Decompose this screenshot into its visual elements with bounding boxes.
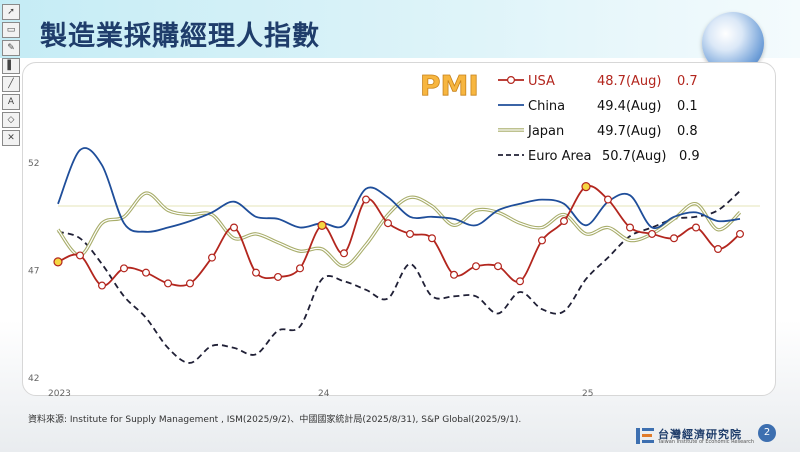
usa-data-point [713, 245, 722, 254]
exit-icon[interactable]: ✕ [2, 130, 20, 146]
chart-title: PMI [420, 69, 479, 102]
legend-label-japan: Japan [527, 124, 564, 139]
usa-data-point [406, 229, 415, 238]
org-logo: 台灣經濟研究院 Taiwan Institute of Economic Res… [636, 426, 758, 448]
series-line-euro-area [57, 190, 741, 364]
legend-change-euro-area: 0.9 [679, 149, 700, 164]
legend-value-euro-area: 50.7(Aug) [602, 149, 666, 164]
org-logo-icon [636, 428, 654, 444]
page-number: 2 [758, 424, 776, 442]
x-tick-label: 25 [582, 389, 593, 399]
usa-data-point [53, 257, 63, 267]
usa-data-point [559, 217, 568, 226]
usa-data-point [735, 229, 744, 238]
source-note: 資料來源: Institute for Supply Management , … [28, 415, 522, 425]
usa-data-point [515, 277, 524, 286]
series-line-china [57, 147, 741, 233]
usa-data-point [186, 279, 195, 288]
y-tick-label: 47 [28, 267, 39, 277]
usa-data-point [97, 281, 106, 290]
usa-data-point [274, 272, 283, 281]
text-icon[interactable]: A [2, 94, 20, 110]
usa-data-point [362, 195, 371, 204]
usa-data-point [494, 262, 503, 271]
legend-change-china: 0.1 [677, 99, 698, 114]
legend-change-japan: 0.8 [677, 124, 698, 139]
usa-data-point [252, 268, 261, 277]
usa-data-point [119, 264, 128, 273]
usa-data-point [164, 279, 173, 288]
org-logo-subtext: Taiwan Institute of Economic Research [658, 439, 755, 445]
usa-data-point [625, 223, 634, 232]
usa-data-point [537, 236, 546, 245]
usa-data-point [75, 251, 84, 260]
legend-marker-usa [507, 75, 516, 84]
usa-data-point [669, 234, 678, 243]
series-line-japan-inner [57, 192, 741, 267]
usa-data-point [603, 195, 612, 204]
page-title: 製造業採購經理人指數 [40, 21, 320, 52]
legend-value-japan: 49.7(Aug) [597, 124, 661, 139]
usa-data-point [428, 234, 437, 243]
x-tick-label: 2023 [48, 389, 71, 399]
highlighter-icon[interactable]: ▌ [2, 58, 20, 74]
pen-icon[interactable]: ✎ [2, 40, 20, 56]
usa-data-point [142, 268, 151, 277]
pointer-icon[interactable]: ➚ [2, 4, 20, 20]
usa-data-point [472, 262, 481, 271]
legend-label-usa: USA [528, 74, 555, 89]
usa-data-point [296, 264, 305, 273]
line-icon[interactable]: ╱ [2, 76, 20, 92]
legend-change-usa: 0.7 [677, 74, 698, 89]
legend-value-china: 49.4(Aug) [597, 99, 661, 114]
x-tick-label: 24 [318, 389, 330, 399]
usa-data-point [317, 220, 327, 230]
legend-value-usa: 48.7(Aug) [597, 74, 661, 89]
legend-label-china: China [528, 99, 565, 114]
annotation-toolbar: ➚ ▭ ✎ ▌ ╱ A ◇ ✕ [2, 4, 22, 148]
usa-data-point [450, 270, 459, 279]
usa-data-point [581, 182, 591, 192]
y-tick-label: 42 [28, 374, 39, 384]
legend-label-euro-area: Euro Area [528, 149, 592, 164]
usa-data-point [208, 253, 217, 262]
usa-data-point [230, 223, 239, 232]
usa-data-point [647, 229, 656, 238]
title-bar: 製造業採購經理人指數 [0, 0, 800, 74]
eraser-icon[interactable]: ▭ [2, 22, 20, 38]
usa-data-point [384, 219, 393, 228]
y-tick-label: 52 [28, 159, 39, 169]
org-logo-text: 台灣經濟研究院 [658, 428, 742, 441]
shape-icon[interactable]: ◇ [2, 112, 20, 128]
usa-data-point [691, 223, 700, 232]
series-line-usa [57, 185, 741, 287]
usa-data-point [340, 249, 349, 258]
